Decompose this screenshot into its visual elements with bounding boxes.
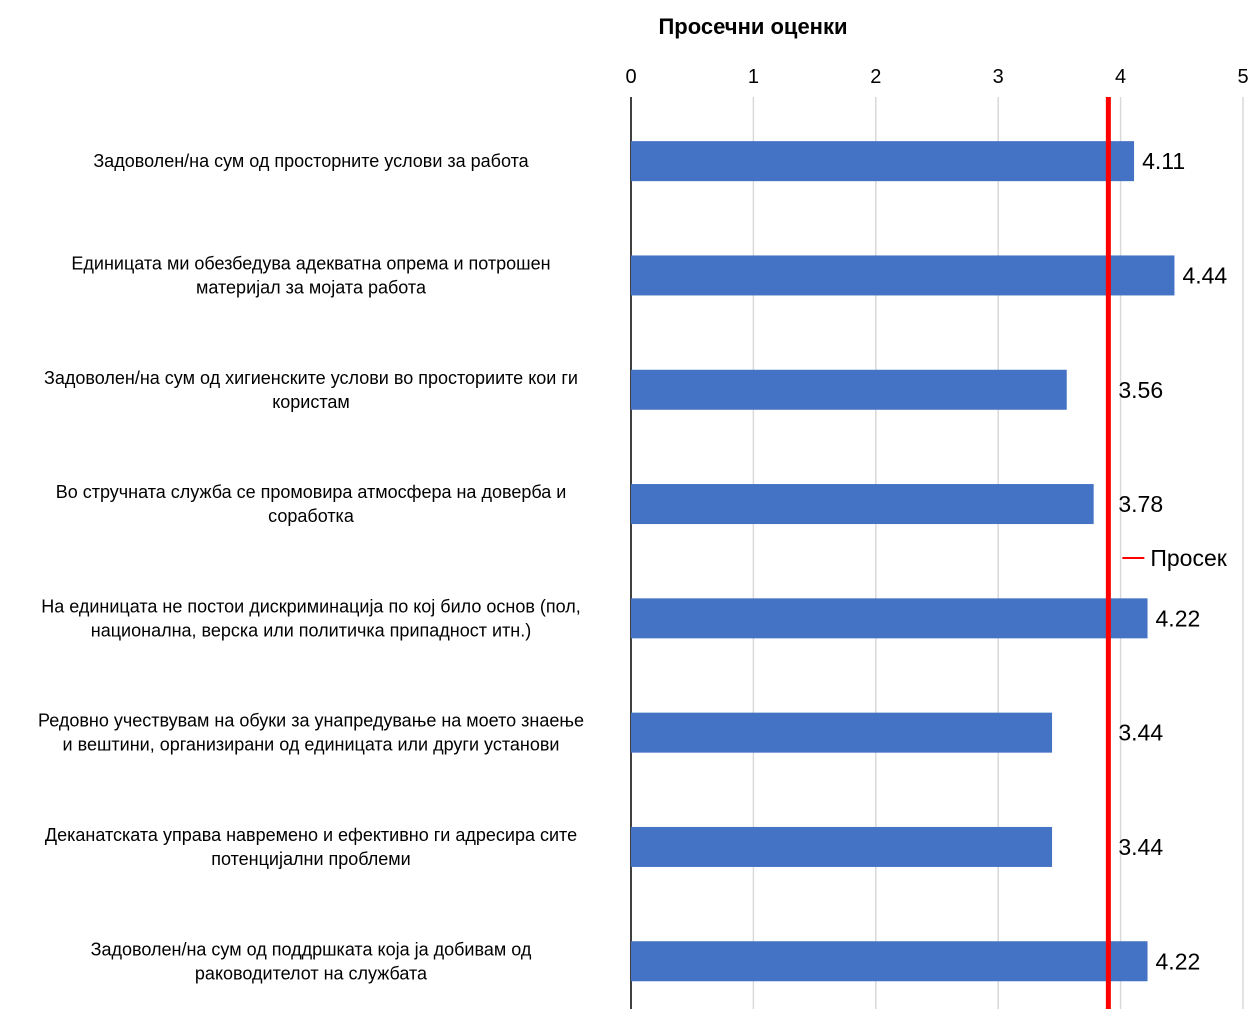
category-label: На единицата не постои дискриминација по… [41, 596, 581, 640]
bar [631, 826, 1053, 867]
category-label-line: Задоволен/на сум од поддршката која ја д… [91, 939, 532, 959]
value-label: 4.22 [1156, 948, 1201, 974]
category-label-line: Задоволен/на сум од хигиенските услови в… [44, 368, 578, 388]
value-label: 3.44 [1118, 720, 1163, 746]
bar [631, 255, 1175, 296]
category-label-line: раководителот на службата [195, 963, 428, 983]
category-label: Редовно учествувам на обуки за унапредув… [38, 711, 584, 755]
category-label: Единицата ми обезбедува адекватна опрема… [71, 253, 550, 297]
x-tick-label: 3 [993, 66, 1004, 88]
category-label-line: Редовно учествувам на обуки за унапредув… [38, 711, 584, 731]
bar [631, 369, 1067, 410]
category-label-line: Во стручната служба се промовира атмосфе… [56, 482, 567, 502]
x-tick-label: 5 [1237, 66, 1248, 88]
category-label-line: На единицата не постои дискриминација по… [41, 596, 581, 616]
category-label-line: користам [272, 392, 350, 412]
value-label: 4.11 [1142, 148, 1185, 174]
value-labels: 4.11 4.44 3.56 3.78 4.22 3.44 3.44 4.22 [1118, 148, 1227, 974]
bar [631, 598, 1148, 639]
category-labels: Задоволен/на сум од просторните услови з… [38, 151, 584, 983]
category-label-line: материјал за мојата работа [196, 277, 427, 297]
category-label-line: соработка [268, 506, 355, 526]
category-label: Деканатската управа навремено и ефективн… [45, 825, 577, 869]
category-label: Задоволен/на сум од просторните услови з… [93, 151, 529, 171]
bar [631, 141, 1135, 182]
x-tick-label: 1 [748, 66, 759, 88]
category-label-line: Задоволен/на сум од просторните услови з… [93, 151, 529, 171]
x-tick-label: 4 [1115, 66, 1126, 88]
value-label: 4.44 [1182, 262, 1227, 288]
bar [631, 941, 1148, 982]
x-tick-label: 2 [870, 66, 881, 88]
value-label: 3.78 [1118, 491, 1163, 517]
category-label-line: Единицата ми обезбедува адекватна опрема… [71, 253, 550, 273]
value-label: 3.44 [1118, 834, 1163, 860]
average-legend-label: Просек [1150, 545, 1227, 571]
category-label: Во стручната служба се промовира атмосфе… [56, 482, 567, 526]
category-label: Задоволен/на сум од поддршката која ја д… [91, 939, 532, 983]
value-label: 3.56 [1118, 377, 1163, 403]
category-label-line: и вештини, организирани од единицата или… [63, 735, 560, 755]
category-label-line: потенцијални проблеми [211, 849, 410, 869]
x-tick-label: 0 [625, 66, 636, 88]
chart-title: Просечни оценки [658, 14, 847, 39]
average-line-group: Просек [1105, 97, 1228, 1009]
category-label-line: Деканатската управа навремено и ефективн… [45, 825, 577, 845]
value-label: 4.22 [1156, 605, 1201, 631]
category-label-line: национална, верска или политичка припадн… [91, 620, 531, 640]
bar [631, 712, 1053, 753]
bar [631, 484, 1094, 525]
x-axis-ticks: 0 1 2 3 4 5 [625, 66, 1248, 88]
bars [631, 141, 1175, 982]
category-label: Задоволен/на сум од хигиенските услови в… [44, 368, 578, 412]
